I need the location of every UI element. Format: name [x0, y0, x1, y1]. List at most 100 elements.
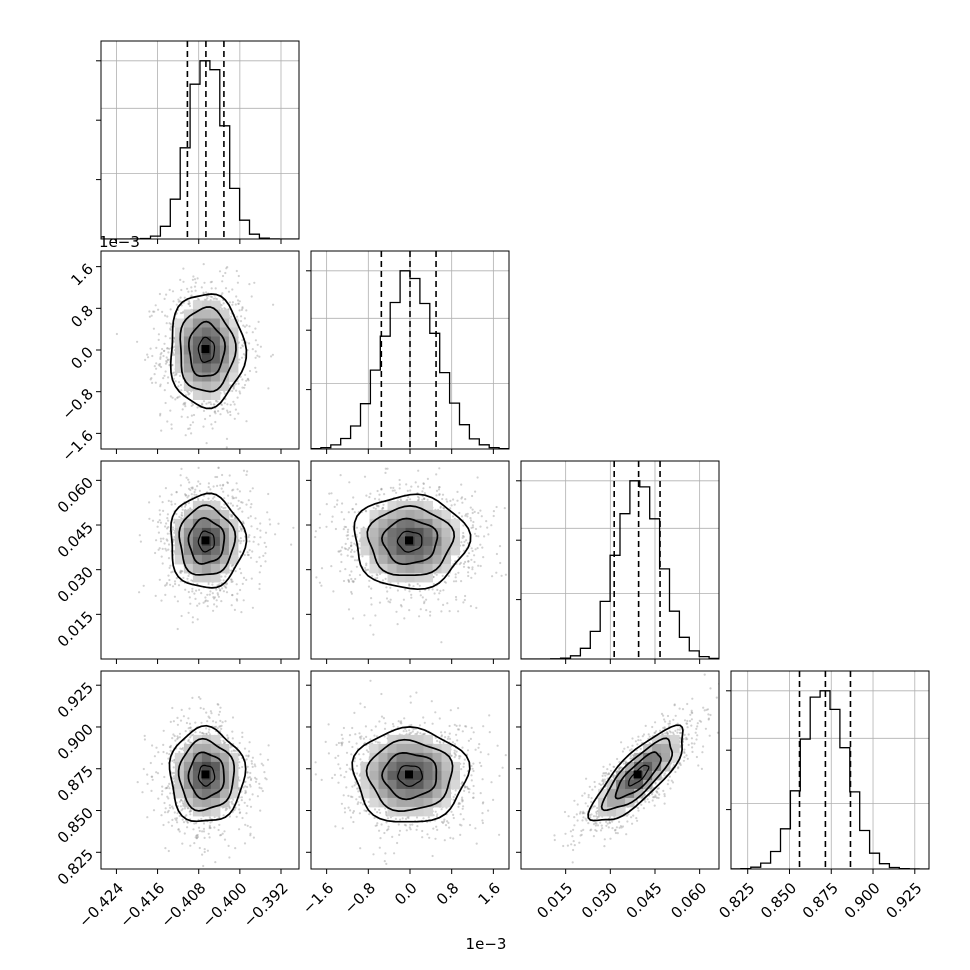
- density-cell: [405, 518, 415, 529]
- density-cell: [396, 788, 406, 799]
- contour-line: [179, 306, 237, 393]
- density-cell: [396, 500, 406, 511]
- density-cell: [387, 797, 397, 808]
- density-cell: [432, 779, 442, 790]
- contour-line: [178, 504, 237, 576]
- density-cell: [174, 354, 185, 364]
- density-cell: [387, 734, 397, 745]
- density-cell: [219, 327, 230, 337]
- contour-line: [170, 492, 248, 589]
- contour-line: [169, 293, 248, 410]
- density-cell: [192, 363, 203, 373]
- x-tick-label: −0.392: [240, 879, 292, 931]
- density-cell: [607, 788, 617, 799]
- density-cell: [441, 779, 451, 790]
- panel-frame: [100, 460, 300, 660]
- density-cell: [378, 761, 388, 772]
- density-cell: [378, 788, 388, 799]
- density-cell: [228, 554, 239, 565]
- panel-frame: [100, 670, 300, 870]
- density-cell: [369, 797, 379, 808]
- density-cell: [387, 509, 397, 520]
- density-panel-3-0: [96, 670, 300, 874]
- density-cell: [450, 545, 460, 556]
- density-cell: [414, 743, 424, 754]
- x-tick-label: −0.8: [341, 879, 379, 917]
- density-cell: [192, 327, 203, 337]
- density-cell: [192, 381, 203, 391]
- density-cell: [210, 327, 221, 337]
- density-cell: [201, 300, 212, 310]
- density-cell: [414, 788, 424, 799]
- density-cell: [210, 536, 221, 547]
- contour-line: [197, 764, 216, 787]
- density-cell: [607, 806, 617, 817]
- density-cell: [625, 779, 635, 790]
- density-cell: [183, 563, 194, 574]
- density-cell: [192, 354, 203, 364]
- density-cell: [174, 518, 185, 529]
- density-cell: [210, 354, 221, 364]
- density-cell: [192, 536, 203, 547]
- density-cell: [616, 770, 626, 781]
- density-cell: [174, 318, 185, 328]
- density-panel-2-0: [96, 460, 300, 664]
- density-cell: [210, 336, 221, 346]
- density-cell: [423, 806, 433, 817]
- density-cell: [450, 527, 460, 538]
- density-cell: [210, 381, 221, 391]
- density-cell: [598, 806, 608, 817]
- density-cell: [405, 788, 415, 799]
- density-cell: [387, 761, 397, 772]
- density-cell: [432, 518, 442, 529]
- density-cell: [396, 536, 406, 547]
- density-peak: [633, 770, 642, 779]
- density-cell: [405, 527, 415, 538]
- density-cell: [192, 752, 203, 763]
- density-cell: [219, 545, 230, 556]
- density-cell: [423, 527, 433, 538]
- density-cell: [405, 572, 415, 583]
- density-cell: [414, 734, 424, 745]
- density-cell: [652, 761, 662, 772]
- density-cell: [201, 563, 212, 574]
- density-cell: [450, 536, 460, 547]
- density-cell: [387, 518, 397, 529]
- contour-line: [197, 530, 215, 553]
- contour-line: [381, 752, 438, 801]
- density-cell: [369, 527, 379, 538]
- hist-step: [521, 480, 719, 659]
- density-cell: [652, 743, 662, 754]
- density-cell: [423, 518, 433, 529]
- y-tick-label: −1.6: [59, 427, 97, 465]
- density-cell: [405, 761, 415, 772]
- density-cell: [201, 788, 212, 799]
- density-panel-1-0: [96, 250, 300, 454]
- density-cell: [396, 770, 406, 781]
- density-cell: [360, 527, 370, 538]
- density-cell: [661, 752, 671, 763]
- density-cell: [450, 770, 460, 781]
- density-cell: [378, 518, 388, 529]
- x-tick-label: 0.875: [799, 879, 842, 922]
- density-cell: [210, 500, 221, 511]
- density-cell: [201, 309, 212, 319]
- density-cell: [450, 761, 460, 772]
- density-cell: [387, 779, 397, 790]
- density-cell: [219, 354, 230, 364]
- density-cell: [643, 752, 653, 763]
- density-peak: [405, 770, 413, 779]
- density-cell: [192, 336, 203, 346]
- density-cell: [378, 554, 388, 565]
- contour-line: [628, 764, 650, 787]
- density-cell: [183, 327, 194, 337]
- density-cell: [192, 509, 203, 520]
- x-tick-label: 0.925: [882, 879, 925, 922]
- density-cell: [219, 527, 230, 538]
- x-tick-label: 0.030: [578, 879, 621, 922]
- density-cell: [192, 545, 203, 556]
- density-cell: [387, 500, 397, 511]
- density-cell: [441, 563, 451, 574]
- x-tick-label: 0.045: [623, 879, 666, 922]
- y-tick-label: 1.6: [67, 260, 97, 290]
